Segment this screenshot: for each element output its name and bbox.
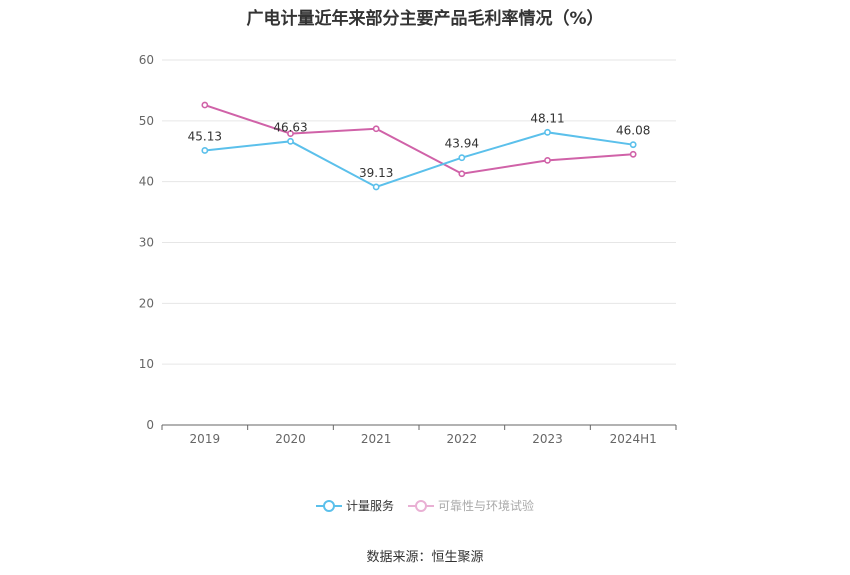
y-tick-label: 20: [139, 296, 154, 310]
x-tick-label: 2021: [361, 432, 392, 446]
legend-item-series-1[interactable]: 计量服务: [315, 497, 394, 514]
data-point: [544, 128, 551, 136]
data-point: [629, 141, 637, 149]
y-tick-label: 30: [139, 236, 154, 250]
y-tick-label: 0: [146, 418, 154, 432]
x-tick-label: 2024H1: [610, 432, 657, 446]
data-label: 39.13: [359, 166, 393, 180]
data-source: 数据来源：恒生聚源: [366, 550, 484, 565]
data-label: 43.94: [445, 137, 479, 151]
chart-title: 广电计量近年来部分主要产品毛利率情况（%）: [246, 9, 604, 29]
data-label: 48.11: [530, 111, 564, 125]
y-tick-label: 40: [139, 175, 154, 189]
legend-marker-icon: [315, 499, 342, 512]
data-point: [458, 170, 466, 178]
data-point: [372, 183, 380, 191]
data-label: 46.63: [273, 120, 307, 134]
data-point: [372, 125, 380, 133]
series-line: [204, 104, 634, 175]
series-line: [204, 131, 634, 189]
data-point: [201, 147, 209, 154]
x-tick-label: 2020: [275, 432, 306, 446]
data-label: 45.13: [188, 129, 222, 143]
data-label: 46.08: [616, 124, 650, 138]
data-point: [458, 154, 466, 162]
y-tick-label: 10: [139, 357, 154, 371]
x-tick-label: 2019: [190, 432, 221, 446]
data-point: [201, 101, 209, 109]
legend-item-series-2[interactable]: 可靠性与环境试验: [408, 497, 534, 514]
data-point: [287, 137, 294, 145]
data-point: [629, 150, 637, 158]
y-tick-label: 50: [139, 114, 154, 128]
y-tick-label: 60: [139, 53, 154, 67]
legend-marker-icon: [408, 499, 434, 512]
x-tick-label: 2023: [532, 432, 563, 446]
legend-label: 计量服务: [345, 499, 394, 513]
legend-label: 可靠性与环境试验: [438, 499, 535, 513]
data-point: [287, 130, 294, 138]
data-point: [544, 156, 551, 164]
x-tick-label: 2022: [447, 432, 478, 446]
legend: 计量服务 可靠性与环境试验: [0, 497, 850, 514]
